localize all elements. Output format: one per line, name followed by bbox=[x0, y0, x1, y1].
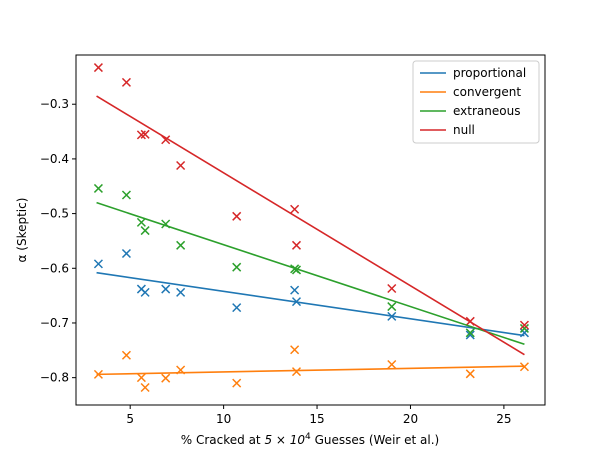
x-tick-label: 15 bbox=[309, 412, 324, 426]
y-tick-label: −0.3 bbox=[40, 97, 69, 111]
legend-label-proportional: proportional bbox=[453, 66, 526, 80]
y-tick-label: −0.8 bbox=[40, 371, 69, 385]
data-point-null bbox=[121, 77, 131, 87]
y-tick-label: −0.5 bbox=[40, 207, 69, 221]
legend-label-null: null bbox=[453, 123, 475, 137]
x-axis-label-prefix: % Cracked at bbox=[181, 433, 265, 447]
fit-line-extraneous bbox=[96, 201, 525, 346]
fit-lines bbox=[96, 95, 525, 376]
data-point-extraneous bbox=[121, 190, 131, 200]
y-axis: −0.8 −0.7 −0.6 −0.5 −0.4 −0.3 bbox=[40, 97, 76, 385]
data-point-null bbox=[232, 211, 242, 221]
y-tick-label: −0.7 bbox=[40, 316, 69, 330]
data-point-proportional bbox=[93, 259, 103, 269]
legend: proportional convergent extraneous null bbox=[412, 60, 540, 144]
x-axis-label: % Cracked at 5 × 104 Guesses (Weir et al… bbox=[181, 432, 439, 447]
legend-items: proportional convergent extraneous null bbox=[420, 66, 526, 137]
data-point-null bbox=[387, 283, 397, 294]
data-point-null bbox=[176, 160, 186, 170]
data-point-proportional bbox=[140, 287, 150, 297]
data-point-convergent bbox=[290, 345, 300, 355]
data-point-convergent bbox=[232, 378, 242, 388]
data-point-convergent bbox=[136, 373, 146, 383]
data-point-convergent bbox=[291, 367, 302, 377]
data-point-null bbox=[140, 129, 150, 139]
data-point-proportional bbox=[161, 284, 171, 294]
y-tick-label: −0.4 bbox=[40, 152, 69, 166]
x-tick-label: 20 bbox=[403, 412, 418, 426]
x-tick-label: 25 bbox=[496, 412, 511, 426]
legend-box bbox=[412, 60, 540, 144]
fit-line-null bbox=[96, 95, 525, 356]
data-point-extraneous bbox=[93, 183, 103, 193]
data-point-extraneous bbox=[387, 302, 397, 312]
data-point-extraneous bbox=[140, 226, 150, 236]
data-point-proportional bbox=[232, 303, 242, 313]
legend-label-convergent: convergent bbox=[453, 85, 521, 99]
data-point-null bbox=[291, 240, 302, 250]
fit-line-proportional bbox=[96, 271, 525, 337]
data-point-convergent bbox=[121, 350, 131, 360]
y-axis-label: α (Skeptic) bbox=[15, 198, 29, 263]
data-point-proportional bbox=[121, 248, 131, 259]
data-point-proportional bbox=[465, 330, 475, 340]
x-axis-label-mult: 5 × 10 bbox=[264, 433, 305, 447]
data-point-null bbox=[93, 63, 103, 73]
data-point-convergent bbox=[387, 360, 397, 370]
data-point-extraneous bbox=[465, 328, 475, 338]
data-point-extraneous bbox=[176, 240, 186, 250]
x-axis-label-suffix: Guesses (Weir et al.) bbox=[311, 433, 439, 447]
x-axis: 5 10 15 20 25 bbox=[126, 405, 512, 426]
data-point-proportional bbox=[290, 285, 300, 295]
data-point-extraneous bbox=[519, 323, 529, 333]
plot-frame bbox=[75, 54, 546, 406]
data-point-null bbox=[290, 204, 300, 214]
legend-label-extraneous: extraneous bbox=[453, 104, 520, 118]
data-point-proportional bbox=[176, 287, 186, 297]
data-point-null bbox=[519, 320, 529, 330]
data-point-convergent bbox=[140, 382, 150, 393]
x-axis-label-exp: 4 bbox=[305, 432, 311, 442]
x-tick-label: 10 bbox=[216, 412, 231, 426]
y-tick-label: −0.6 bbox=[40, 261, 69, 275]
data-point-convergent bbox=[465, 369, 475, 379]
data-point-convergent bbox=[161, 373, 171, 383]
x-tick-label: 5 bbox=[126, 412, 134, 426]
data-point-extraneous bbox=[232, 262, 242, 272]
data-point-extraneous bbox=[136, 217, 146, 227]
fit-line-convergent bbox=[96, 365, 525, 376]
